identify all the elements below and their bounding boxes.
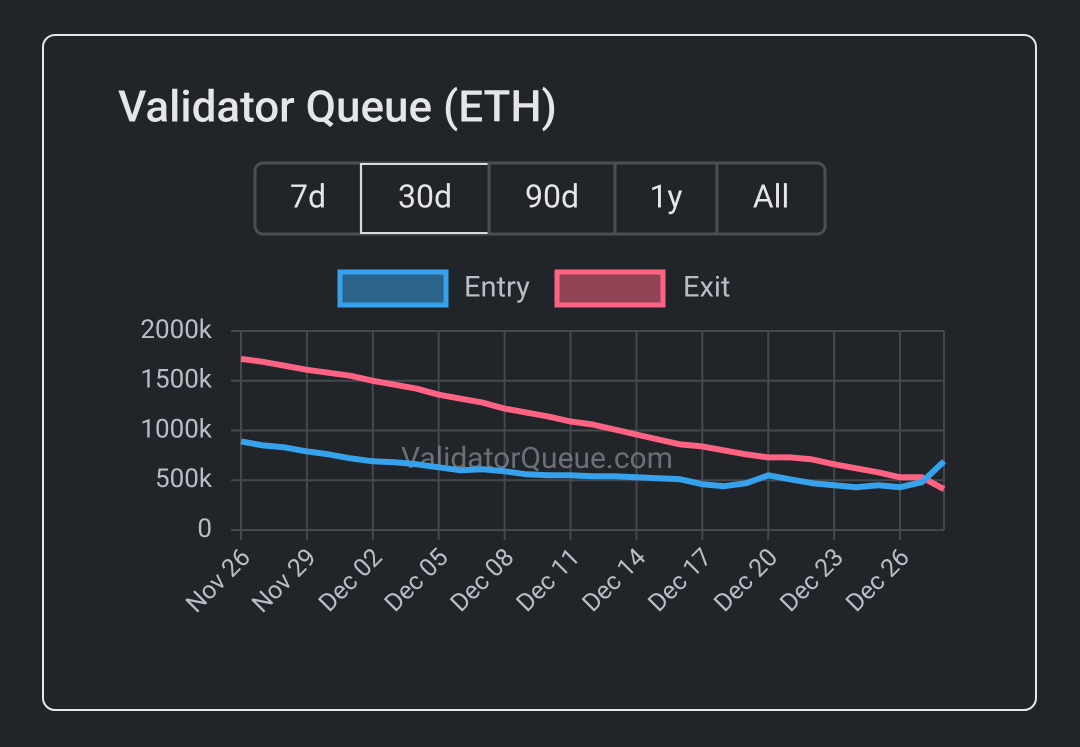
range-button[interactable]: All (753, 177, 789, 215)
series-line (240, 438, 947, 491)
range-button[interactable]: 90d (525, 177, 579, 215)
range-selector: 7d 30d 90d 1y All (253, 161, 827, 236)
card (42, 34, 1037, 711)
y-tick-label: 1500k (140, 365, 212, 395)
legend-swatch[interactable] (554, 269, 666, 308)
range-button[interactable]: 1y (649, 177, 682, 215)
y-tick-label: 0 (197, 514, 212, 544)
title: Validator Queue (ETH) (118, 81, 557, 133)
legend: Entry Exit (337, 269, 730, 308)
range-button[interactable]: 7d (290, 177, 326, 215)
legend-swatch[interactable] (337, 269, 449, 308)
range-button[interactable]: 30d (398, 177, 452, 215)
legend-label[interactable]: Exit (683, 271, 730, 305)
series-line (240, 355, 946, 492)
legend-label[interactable]: Entry (464, 271, 530, 305)
range-selector-frame (253, 161, 827, 236)
y-tick-label: 1000k (140, 414, 212, 444)
y-tick-label: 2000k (140, 315, 212, 345)
y-tick-label: 500k (155, 464, 213, 494)
